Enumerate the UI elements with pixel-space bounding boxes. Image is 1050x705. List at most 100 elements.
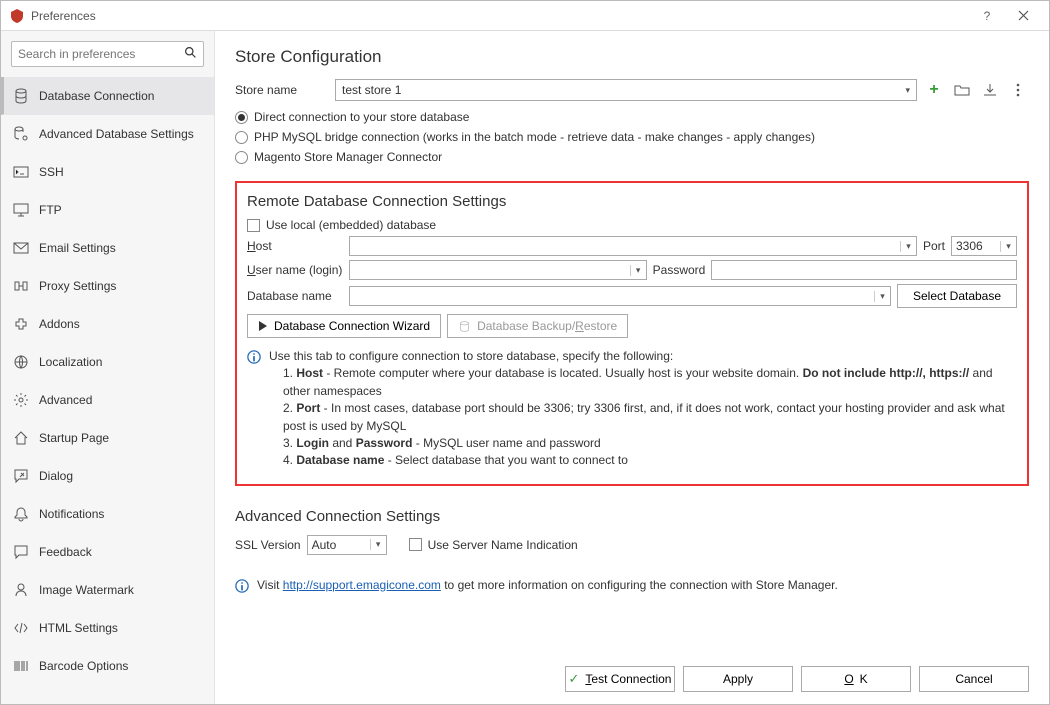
sidebar-item-label: Addons [39,317,80,331]
host-input[interactable]: ▾ [349,236,917,256]
radio-icon [235,111,248,124]
sidebar-item-watermark[interactable]: Image Watermark [1,571,214,609]
checkbox-icon[interactable] [247,219,260,232]
info-line-2: 2. Port - In most cases, database port s… [269,400,1017,435]
use-local-label: Use local (embedded) database [266,218,436,232]
store-name-select[interactable]: test store 1 ▾ [335,79,917,101]
sni-label: Use Server Name Indication [428,538,578,552]
select-database-button[interactable]: Select Database [897,284,1017,308]
password-input[interactable] [711,260,1017,280]
radio-bridge-label: PHP MySQL bridge connection (works in th… [254,130,815,144]
remote-settings-title: Remote Database Connection Settings [247,193,1017,210]
store-config-title: Store Configuration [235,47,1029,67]
sidebar-item-database-connection[interactable]: Database Connection [1,77,214,115]
watermark-icon [13,582,29,598]
more-button[interactable] [1007,79,1029,101]
sidebar-item-addons[interactable]: Addons [1,305,214,343]
store-name-label: Store name [235,83,329,97]
sidebar-item-feedback[interactable]: Feedback [1,533,214,571]
sidebar-item-label: Image Watermark [39,583,134,597]
info-line-4: 4. Database name - Select database that … [269,452,1017,469]
open-folder-button[interactable] [951,79,973,101]
sni-checkbox[interactable] [409,538,422,551]
download-button[interactable] [979,79,1001,101]
radio-connector-label: Magento Store Manager Connector [254,150,442,164]
user-input[interactable]: ▾ [349,260,647,280]
radio-connector[interactable]: Magento Store Manager Connector [235,147,1029,167]
ssh-icon [13,164,29,180]
sidebar-item-ftp[interactable]: FTP [1,191,214,229]
sidebar-item-label: SSH [39,165,64,179]
help-button[interactable]: ? [969,2,1005,30]
connection-wizard-button[interactable]: Database Connection Wizard [247,314,441,338]
radio-direct-label: Direct connection to your store database [254,110,469,124]
info-icon [235,579,249,593]
bell-icon [13,506,29,522]
sidebar-item-advanced-db[interactable]: Advanced Database Settings [1,115,214,153]
dbname-label: Database name [247,289,343,303]
backup-restore-button[interactable]: Database Backup/Restore [447,314,628,338]
radio-bridge[interactable]: PHP MySQL bridge connection (works in th… [235,127,1029,147]
user-label: User name (login) [247,263,343,277]
info-line-1: 1. Host - Remote computer where your dat… [269,365,1017,400]
dbname-input[interactable]: ▾ [349,286,891,306]
sidebar-item-label: Advanced [39,393,92,407]
info-intro: Use this tab to configure connection to … [269,348,1017,365]
sidebar-nav: Database Connection Advanced Database Se… [1,77,214,704]
ok-button[interactable]: OK [801,666,911,692]
sidebar-item-advanced[interactable]: Advanced [1,381,214,419]
app-icon [9,8,25,24]
sidebar-item-dialog[interactable]: Dialog [1,457,214,495]
host-label: Host [247,239,343,253]
apply-button[interactable]: Apply [683,666,793,692]
main-panel: Store Configuration Store name test stor… [215,31,1049,704]
sidebar-item-label: Barcode Options [39,659,128,673]
test-connection-button[interactable]: ✓Test Connection [565,666,675,692]
check-icon: ✓ [569,671,580,687]
sidebar-item-label: FTP [39,203,62,217]
radio-icon [235,151,248,164]
home-icon [13,430,29,446]
ssl-version-select[interactable]: Auto▾ [307,535,387,555]
radio-direct[interactable]: Direct connection to your store database [235,107,1029,127]
database-icon [13,88,29,104]
sidebar-item-proxy[interactable]: Proxy Settings [1,267,214,305]
sidebar-item-label: HTML Settings [39,621,118,635]
sidebar-item-notifications[interactable]: Notifications [1,495,214,533]
use-local-row[interactable]: Use local (embedded) database [247,218,1017,232]
add-store-button[interactable]: + [923,79,945,101]
sidebar-item-label: Proxy Settings [39,279,116,293]
dialog-footer: ✓Test Connection Apply OK Cancel [235,652,1029,692]
advanced-section: Advanced Connection Settings SSL Version… [235,508,1029,555]
sidebar-item-startup[interactable]: Startup Page [1,419,214,457]
sidebar-item-label: Localization [39,355,102,369]
titlebar: Preferences ? [1,1,1049,31]
remote-settings-box: Remote Database Connection Settings Use … [235,181,1029,486]
ftp-icon [13,202,29,218]
feedback-icon [13,544,29,560]
sidebar-item-barcode[interactable]: Barcode Options [1,647,214,685]
sidebar-item-email[interactable]: Email Settings [1,229,214,267]
sidebar-item-ssh[interactable]: SSH [1,153,214,191]
window-title: Preferences [31,9,969,23]
sidebar-item-label: Advanced Database Settings [39,127,194,141]
advanced-title: Advanced Connection Settings [235,508,1029,525]
sidebar: Database Connection Advanced Database Se… [1,31,215,704]
port-input[interactable]: 3306▾ [951,236,1017,256]
preferences-window: Preferences ? Database Connection [0,0,1050,705]
cancel-button[interactable]: Cancel [919,666,1029,692]
html-icon [13,620,29,636]
info-box: Use this tab to configure connection to … [247,348,1017,470]
search-icon [184,46,197,62]
sidebar-item-localization[interactable]: Localization [1,343,214,381]
sidebar-item-label: Email Settings [39,241,116,255]
store-name-value: test store 1 [342,83,401,97]
search-input[interactable] [18,47,184,61]
close-button[interactable] [1005,2,1041,30]
search-input-wrap[interactable] [11,41,204,67]
sidebar-item-html[interactable]: HTML Settings [1,609,214,647]
support-link[interactable]: http://support.emagicone.com [283,578,441,592]
info-line-3: 3. Login and Password - MySQL user name … [269,435,1017,452]
sidebar-item-label: Startup Page [39,431,109,445]
radio-icon [235,131,248,144]
